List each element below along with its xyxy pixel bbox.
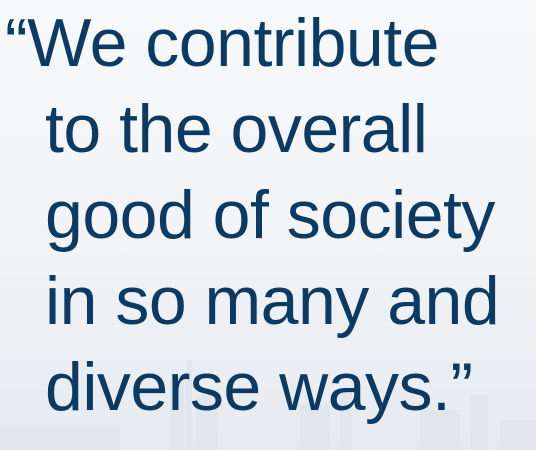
quote-line: to the overall [45, 86, 536, 172]
quote-card: “We contribute to the overall good of so… [0, 0, 536, 450]
quote: “We contribute to the overall good of so… [45, 0, 536, 430]
quote-line: in so many and [45, 258, 536, 344]
quote-line: diverse ways.” [45, 344, 536, 430]
quote-line: “We contribute [45, 0, 536, 86]
quote-line: good of society [45, 172, 536, 258]
